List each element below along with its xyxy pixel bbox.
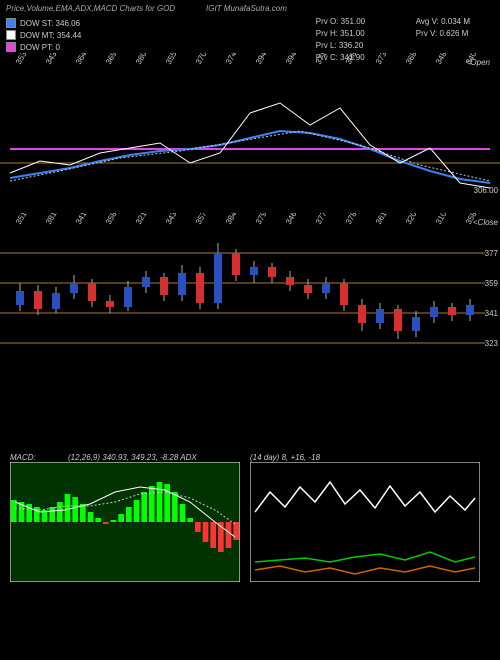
info-right: Prv V: 0.626 M [416,28,469,40]
info-left: Prv C: 341.90 [316,52,416,64]
swatch-icon [6,42,16,52]
svg-text:374: 374 [224,53,239,66]
chart-header: Price,Volume,EMA,ADX,MACD Charts for GOD… [0,0,500,17]
svg-text:306.00: 306.00 [474,186,499,195]
macd-chart [10,462,240,582]
adx-chart [250,462,480,582]
price-line-chart: 3533433643693803553703743943943713983733… [0,53,500,213]
info-right: Avg V: 0.034 M [416,16,470,28]
svg-text:378: 378 [344,213,359,226]
macd-block: MACD: (12,26,9) 340.93, 349.23, -8.28 AD… [10,453,240,582]
info-left: Prv L: 336.20 [316,40,416,52]
svg-text:380: 380 [134,53,149,66]
title-left: Price,Volume,EMA,ADX,MACD Charts for GOD [6,4,206,13]
info-left: Prv O: 351.00 [316,16,416,28]
spacer [0,363,500,453]
svg-text:357: 357 [194,213,209,226]
svg-text:343: 343 [164,213,179,226]
svg-text:341: 341 [74,213,89,226]
swatch-icon [6,18,16,28]
svg-text:351: 351 [14,213,29,226]
svg-text:381: 381 [44,213,59,226]
macd-label: MACD: [10,453,36,462]
svg-text:323: 323 [485,339,499,348]
svg-text:341: 341 [485,309,499,318]
svg-text:369: 369 [104,53,119,66]
svg-text:364: 364 [74,53,89,66]
svg-text:359: 359 [485,279,499,288]
adx-label: (14 day) 8, +16, -18 [250,453,320,462]
swatch-icon [6,30,16,40]
legend-label: DOW PT: 0 [20,43,60,52]
svg-text:343: 343 [44,53,59,66]
legend-label: DOW ST: 346.06 [20,19,80,28]
svg-text:320: 320 [404,213,419,226]
info-block: Prv O: 351.00Avg V: 0.034 MPrv H: 351.00… [316,16,470,64]
svg-text:379: 379 [254,213,269,226]
svg-text:384: 384 [224,213,239,226]
svg-text:394: 394 [284,53,299,66]
svg-text:346: 346 [284,213,299,226]
macd-sublabel: (12,26,9) 340.93, 349.23, -8.28 ADX [68,453,197,462]
svg-text:310: 310 [434,213,449,226]
svg-text:377: 377 [485,249,499,258]
svg-text:321: 321 [134,213,149,226]
svg-text:394: 394 [254,53,269,66]
legend-label: DOW MT: 354.44 [20,31,81,40]
adx-block: (14 day) 8, +16, -18 [250,453,480,582]
svg-text:353: 353 [14,53,29,66]
svg-text:361: 361 [374,213,389,226]
svg-text:370: 370 [194,53,209,66]
svg-text:355: 355 [164,53,179,66]
svg-text:<Close: <Close [473,218,499,227]
candlestick-chart: 377 359 341 323 351 381 341 358 321 343 357 384 379 3… [0,213,500,363]
svg-text:377: 377 [314,213,329,226]
info-left: Prv H: 351.00 [316,28,416,40]
svg-text:358: 358 [104,213,119,226]
title-right: IGIT MunafaSutra.com [206,4,287,13]
